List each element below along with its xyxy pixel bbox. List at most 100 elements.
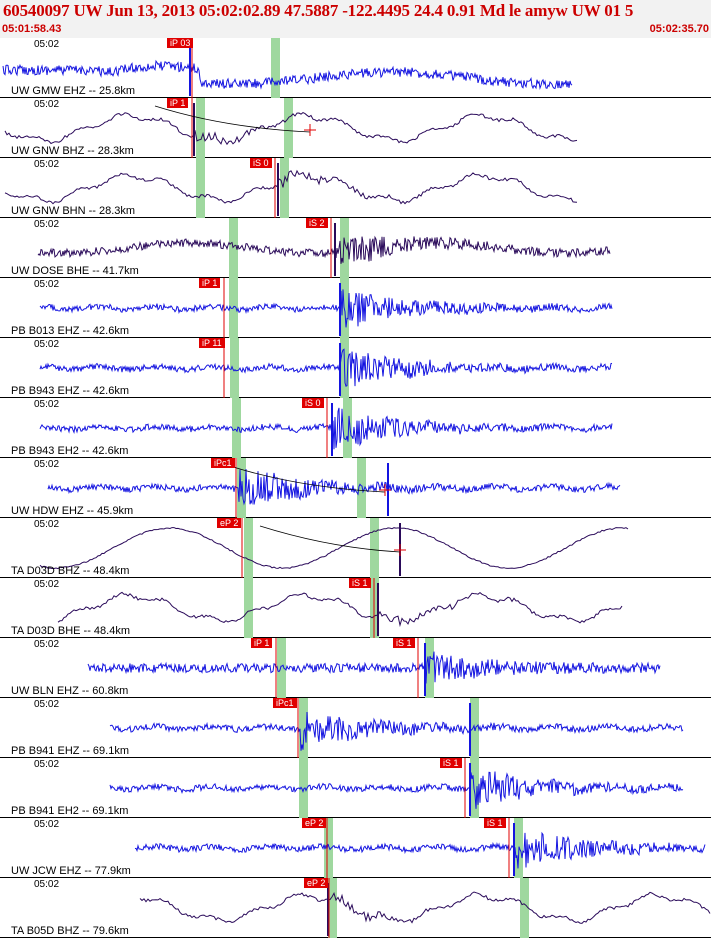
pick-flag[interactable]: eP 2: [302, 818, 327, 828]
pick-window: [299, 758, 308, 818]
pick-flag[interactable]: iPc1: [211, 458, 235, 468]
amplitude-curve: [229, 465, 386, 493]
pick-window: [284, 98, 293, 158]
amplitude-pick-cross: [379, 484, 391, 496]
panel-time-label: 05:02: [34, 579, 60, 590]
waveform-trace: [39, 527, 629, 570]
trace-panel[interactable]: 05:02 UW GNW BHZ -- 28.3km iP 1: [0, 98, 711, 158]
station-channel-label: TA D03D BHE -- 48.4km: [11, 625, 130, 637]
pick-flag[interactable]: iP 1: [167, 98, 189, 108]
pick-flag[interactable]: iS 1: [484, 818, 506, 828]
pick-window: [277, 638, 286, 698]
trace-panel[interactable]: 05:02 UW DOSE BHE -- 41.7km iS 2: [0, 218, 711, 278]
trace-panel[interactable]: 05:02 UW JCW EHZ -- 77.9km eP 2 iS 1: [0, 818, 711, 878]
trace-panel[interactable]: 05:02 UW GNW BHN -- 28.3km iS 0: [0, 158, 711, 218]
pick-window: [520, 878, 529, 938]
waveform-trace: [139, 891, 711, 924]
trace-panel[interactable]: 05:02 TA B05D BHZ -- 79.6km eP 2: [0, 878, 711, 938]
waveform-trace: [39, 407, 613, 450]
trace-panel[interactable]: 05:02 TA D03D BHZ -- 48.4km eP 2: [0, 518, 711, 578]
pick-flag[interactable]: iPc1: [273, 698, 297, 708]
waveform-trace: [39, 289, 613, 328]
station-channel-label: TA D03D BHZ -- 48.4km: [11, 565, 130, 577]
panel-time-label: 05:02: [34, 219, 60, 230]
station-channel-label: UW GNW BHZ -- 28.3km: [11, 145, 134, 157]
waveform-trace: [87, 651, 661, 684]
pick-window: [229, 218, 238, 278]
panel-time-label: 05:02: [34, 699, 60, 710]
waveform-trace: [37, 235, 611, 264]
station-channel-label: UW GNW BHN -- 28.3km: [11, 205, 136, 217]
pick-flag[interactable]: iP 1: [199, 278, 221, 288]
waveform-trace: [39, 348, 613, 387]
waveform-plot: [109, 758, 684, 818]
pick-window: [280, 158, 289, 218]
station-channel-label: PB B013 EHZ -- 42.6km: [11, 325, 129, 337]
trace-panel[interactable]: 05:02 PB B013 EHZ -- 42.6km iP 1: [0, 278, 711, 338]
station-channel-label: PB B941 EHZ -- 69.1km: [11, 745, 129, 757]
trace-panel[interactable]: 05:02 PB B941 EHZ -- 69.1km iPc1: [0, 698, 711, 758]
station-channel-label: PB B943 EH2 -- 42.6km: [11, 445, 129, 457]
trace-panel[interactable]: 05:02 TA D03D BHE -- 48.4km iS 1: [0, 578, 711, 638]
panel-time-label: 05:02: [34, 99, 60, 110]
pick-flag[interactable]: iP 11: [199, 338, 225, 348]
trace-panel[interactable]: 05:02 UW HDW EHZ -- 45.9km iPc1: [0, 458, 711, 518]
pick-window: [324, 818, 333, 878]
trace-panel[interactable]: 05:02 UW BLN EHZ -- 60.8km iP 1 iS 1: [0, 638, 711, 698]
waveform-plot: [39, 278, 613, 338]
pick-flag[interactable]: iS 0: [250, 158, 272, 168]
panel-time-label: 05:02: [34, 279, 60, 290]
pick-flag[interactable]: eP 2: [217, 518, 242, 528]
pick-window: [299, 698, 308, 758]
waveform-plot: [39, 518, 629, 578]
window-start-time: 05:01:58.43: [2, 23, 62, 35]
waveform-plot: [139, 878, 711, 938]
trace-panel[interactable]: 05:02 UW GMW EHZ -- 25.8km iP 03: [0, 38, 711, 98]
pick-window: [230, 338, 239, 398]
trace-panel[interactable]: 05:02 PB B943 EHZ -- 42.6km iP 11: [0, 338, 711, 398]
station-channel-label: UW DOSE BHE -- 41.7km: [11, 265, 139, 277]
waveform-plot: [47, 458, 621, 518]
waveform-plot: [37, 218, 611, 278]
pick-flag[interactable]: iS 1: [440, 758, 462, 768]
station-channel-label: UW HDW EHZ -- 45.9km: [11, 505, 134, 517]
station-channel-label: PB B941 EH2 -- 69.1km: [11, 805, 129, 817]
amplitude-curve: [259, 525, 401, 553]
pick-window: [328, 878, 337, 938]
waveform-plot: [2, 38, 573, 98]
waveform-plot: [134, 818, 706, 878]
station-channel-label: PB B943 EHZ -- 42.6km: [11, 385, 129, 397]
event-title: 60540097 UW Jun 13, 2013 05:02:02.89 47.…: [3, 1, 634, 20]
pick-flag[interactable]: eP 2: [304, 878, 329, 888]
pick-window: [370, 518, 379, 578]
waveform-plot: [57, 578, 623, 638]
panel-time-label: 05:02: [34, 339, 60, 350]
panel-time-label: 05:02: [34, 39, 60, 50]
waveform-plot: [39, 398, 613, 458]
waveform-trace: [109, 711, 684, 751]
amplitude-pick-cross: [304, 124, 316, 136]
window-end-time: 05:02:35.70: [649, 23, 709, 35]
trace-panel[interactable]: 05:02 PB B943 EH2 -- 42.6km iS 0: [0, 398, 711, 458]
pick-window: [271, 38, 280, 98]
pick-flag[interactable]: iS 1: [349, 578, 371, 588]
waveform-trace: [47, 468, 621, 506]
pick-flag[interactable]: iP 03: [167, 38, 194, 48]
waveform-plot: [39, 338, 613, 398]
waveform-plot: [4, 158, 578, 218]
pick-flag[interactable]: iP 1: [251, 638, 273, 648]
pick-window: [196, 98, 205, 158]
pick-window: [244, 578, 253, 638]
pick-window: [470, 758, 479, 818]
pick-flag[interactable]: iS 1: [393, 638, 415, 648]
station-channel-label: UW JCW EHZ -- 77.9km: [11, 865, 131, 877]
pick-window: [244, 518, 253, 578]
trace-panel[interactable]: 05:02 PB B941 EH2 -- 69.1km iS 1: [0, 758, 711, 818]
waveform-trace: [134, 831, 706, 869]
pick-flag[interactable]: iS 2: [306, 218, 328, 228]
station-channel-label: UW BLN EHZ -- 60.8km: [11, 685, 129, 697]
pick-flag[interactable]: iS 0: [302, 398, 324, 408]
waveform-plot: [109, 698, 684, 758]
waveform-trace: [2, 59, 573, 90]
